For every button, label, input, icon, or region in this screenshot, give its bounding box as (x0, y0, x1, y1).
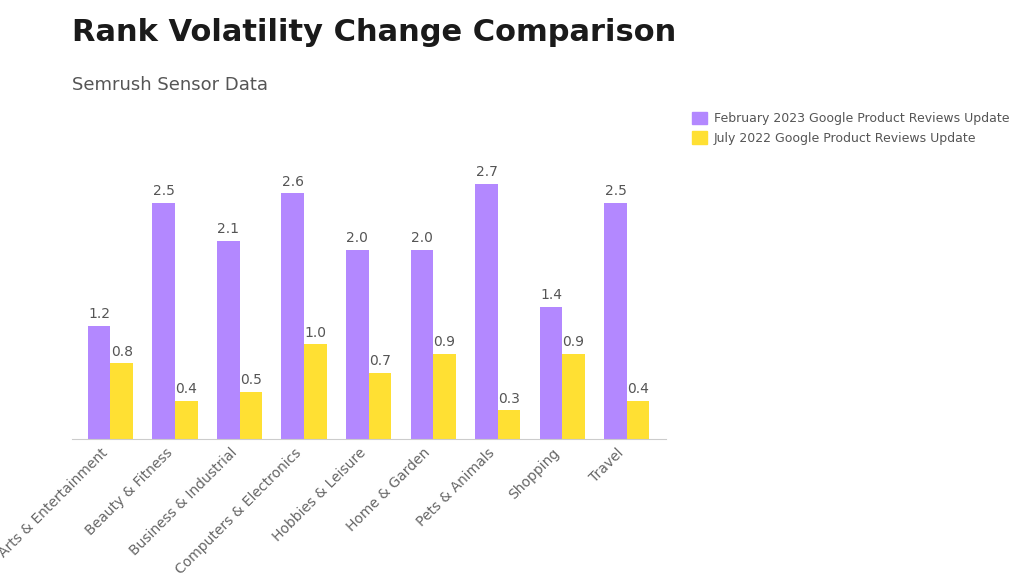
Text: Rank Volatility Change Comparison: Rank Volatility Change Comparison (72, 18, 676, 47)
Bar (304, 345, 327, 439)
Bar (411, 250, 433, 439)
Bar (111, 363, 133, 439)
Bar (475, 184, 498, 439)
Bar (498, 411, 520, 439)
Bar (175, 401, 198, 439)
Bar (369, 373, 391, 439)
Text: 0.4: 0.4 (175, 382, 198, 396)
Text: 2.0: 2.0 (411, 231, 433, 245)
Text: 0.9: 0.9 (433, 335, 456, 349)
Text: 1.0: 1.0 (304, 326, 327, 340)
Text: 2.5: 2.5 (604, 184, 627, 198)
Text: 0.5: 0.5 (240, 373, 262, 387)
Text: 0.4: 0.4 (628, 382, 649, 396)
Text: 0.3: 0.3 (498, 392, 520, 406)
Text: 2.0: 2.0 (346, 231, 369, 245)
Bar (282, 194, 304, 439)
Legend: February 2023 Google Product Reviews Update, July 2022 Google Product Reviews Up: February 2023 Google Product Reviews Upd… (692, 112, 1009, 145)
Text: 2.1: 2.1 (217, 222, 240, 236)
Text: 1.2: 1.2 (88, 307, 111, 321)
Bar (604, 203, 627, 439)
Text: 0.9: 0.9 (562, 335, 585, 349)
Text: 0.7: 0.7 (369, 354, 391, 368)
Text: 0.8: 0.8 (111, 345, 133, 359)
Bar (88, 325, 111, 439)
Bar (627, 401, 649, 439)
Bar (562, 354, 585, 439)
Text: 1.4: 1.4 (540, 288, 562, 302)
Bar (240, 391, 262, 439)
Text: 2.6: 2.6 (282, 175, 304, 189)
Text: 2.7: 2.7 (475, 166, 498, 179)
Text: Semrush Sensor Data: Semrush Sensor Data (72, 76, 267, 94)
Text: 2.5: 2.5 (153, 184, 175, 198)
Bar (540, 307, 562, 439)
Bar (346, 250, 369, 439)
Bar (153, 203, 175, 439)
Bar (217, 240, 240, 439)
Bar (433, 354, 456, 439)
